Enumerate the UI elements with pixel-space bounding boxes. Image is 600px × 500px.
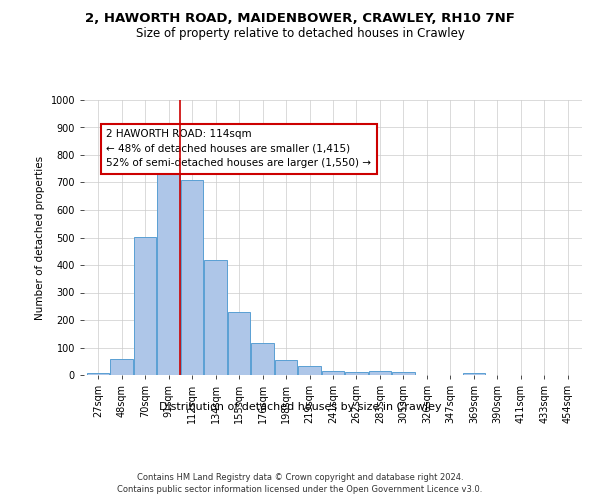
Bar	[463, 373, 485, 375]
Bar	[369, 371, 391, 375]
Bar	[322, 371, 344, 375]
Bar	[392, 372, 415, 375]
Bar	[157, 150, 180, 375]
Text: 2, HAWORTH ROAD, MAIDENBOWER, CRAWLEY, RH10 7NF: 2, HAWORTH ROAD, MAIDENBOWER, CRAWLEY, R…	[85, 12, 515, 26]
Bar	[251, 344, 274, 375]
Bar	[346, 372, 368, 375]
Text: Distribution of detached houses by size in Crawley: Distribution of detached houses by size …	[158, 402, 442, 412]
Bar	[181, 180, 203, 375]
Bar	[87, 373, 109, 375]
Text: 2 HAWORTH ROAD: 114sqm
← 48% of detached houses are smaller (1,415)
52% of semi-: 2 HAWORTH ROAD: 114sqm ← 48% of detached…	[106, 129, 371, 168]
Text: Size of property relative to detached houses in Crawley: Size of property relative to detached ho…	[136, 28, 464, 40]
Y-axis label: Number of detached properties: Number of detached properties	[35, 156, 45, 320]
Bar	[275, 360, 297, 375]
Text: Contains public sector information licensed under the Open Government Licence v3: Contains public sector information licen…	[118, 485, 482, 494]
Bar	[110, 359, 133, 375]
Text: Contains HM Land Registry data © Crown copyright and database right 2024.: Contains HM Land Registry data © Crown c…	[137, 472, 463, 482]
Bar	[134, 236, 156, 375]
Bar	[298, 366, 320, 375]
Bar	[228, 312, 250, 375]
Bar	[205, 260, 227, 375]
